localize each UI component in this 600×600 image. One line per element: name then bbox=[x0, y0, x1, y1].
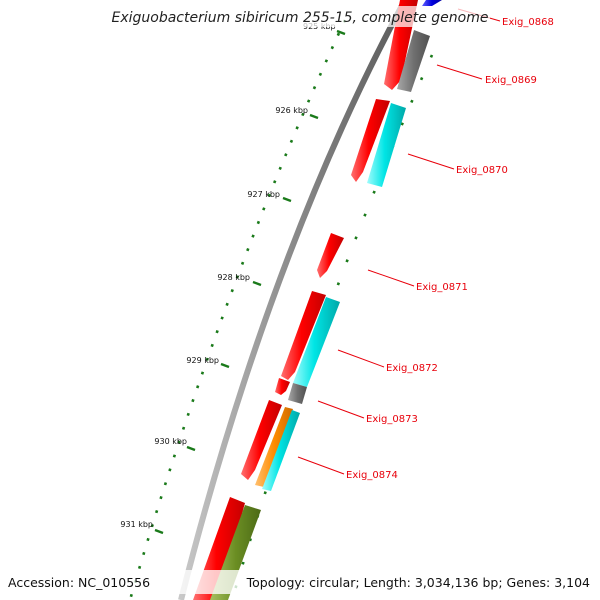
cds-arrow-exig-0870[interactable] bbox=[351, 99, 390, 182]
gene-label-exig-0868: Exig_0868 bbox=[502, 17, 554, 28]
orange-feature-exig-0874[interactable] bbox=[255, 407, 293, 487]
cds-arrow-exig-0871[interactable] bbox=[317, 233, 344, 278]
gene-label-exig-0870: Exig_0870 bbox=[456, 165, 508, 176]
blue-feature[interactable] bbox=[422, 0, 442, 6]
cyan-feature-exig-0870[interactable] bbox=[367, 103, 406, 187]
accession-text: Accession: NC_010556 bbox=[8, 575, 150, 590]
map-title: Exiguobacterium sibiricum 255-15, comple… bbox=[111, 10, 488, 26]
gene-label-exig-0869: Exig_0869 bbox=[485, 75, 537, 86]
gene-label-exig-0872: Exig_0872 bbox=[386, 363, 438, 374]
scale-label: 926 kbp bbox=[275, 106, 308, 115]
scale-label: 928 kbp bbox=[217, 273, 250, 282]
cyan-feature-exig-0872[interactable] bbox=[293, 297, 340, 387]
scale-label: 931 kbp bbox=[120, 520, 153, 529]
gene-label-exig-0874: Exig_0874 bbox=[346, 470, 398, 481]
topology-summary: Topology: circular; Length: 3,034,136 bp… bbox=[246, 575, 590, 590]
title-backdrop bbox=[110, 6, 490, 27]
backbone-arc bbox=[178, 0, 408, 600]
cds-arrow-small[interactable] bbox=[275, 378, 290, 395]
grey-feature-exig-0873[interactable] bbox=[288, 383, 307, 404]
gene-label-exig-0871: Exig_0871 bbox=[416, 282, 468, 293]
scale-label: 927 kbp bbox=[247, 190, 280, 199]
footer-backdrop bbox=[0, 570, 600, 594]
scale-label: 929 kbp bbox=[186, 356, 219, 365]
cds-arrow-exig-0872[interactable] bbox=[281, 291, 326, 380]
cds-arrow-exig-0874[interactable] bbox=[241, 400, 282, 480]
scale-label: 930 kbp bbox=[154, 437, 187, 446]
grey-feature-exig-0869[interactable] bbox=[397, 30, 430, 92]
scale-ticks bbox=[154, 29, 346, 535]
gene-label-exig-0873: Exig_0873 bbox=[366, 414, 418, 425]
cyan-feature-exig-0874[interactable] bbox=[262, 410, 300, 491]
